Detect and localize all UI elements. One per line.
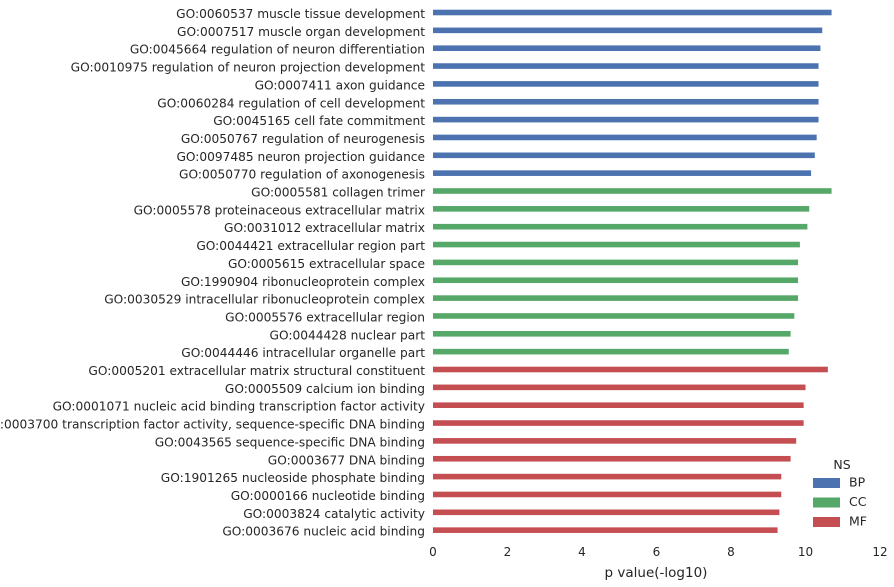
bar-mf	[433, 420, 804, 426]
legend-swatch-bp	[813, 478, 840, 488]
bar-bp	[433, 63, 819, 69]
category-label: GO:0005509 calcium ion binding	[225, 382, 425, 396]
x-tick-label: 10	[798, 545, 813, 559]
category-label: GO:0044428 nuclear part	[270, 328, 426, 342]
x-tick-label: 6	[653, 545, 661, 559]
x-tick-label: 0	[429, 545, 437, 559]
bar-cc	[433, 188, 832, 194]
category-label: GO:0005578 proteinaceous extracellular m…	[134, 203, 425, 217]
bar-cc	[433, 223, 808, 230]
category-label: GO:0005201 extracellular matrix structur…	[88, 364, 425, 378]
bar-mf	[433, 473, 782, 480]
legend: NS BP CC MF	[813, 457, 867, 529]
bar-mf	[433, 491, 782, 498]
category-label: GO:0060537 muscle tissue development	[176, 7, 425, 21]
bar-bp	[433, 134, 817, 141]
category-label: GO:0001071 nucleic acid binding transcri…	[53, 400, 425, 414]
category-label: GO:0060284 regulation of cell developmen…	[157, 96, 425, 110]
x-tick-label: 12	[872, 545, 887, 559]
bars-layer	[433, 9, 832, 533]
bar-cc	[433, 348, 789, 355]
category-label: GO:0031012 extracellular matrix	[224, 221, 425, 235]
legend-swatch-mf	[813, 517, 840, 527]
category-label: GO:0005615 extracellular space	[228, 257, 425, 271]
bar-bp	[433, 27, 823, 34]
legend-label-cc: CC	[849, 494, 867, 509]
category-label: GO:1990904 ribonucleoprotein complex	[181, 275, 425, 289]
bar-bp	[433, 116, 819, 123]
category-label: GO:0097485 neuron projection guidance	[176, 150, 425, 164]
bar-bp	[433, 45, 821, 51]
bar-bp	[433, 81, 819, 87]
category-label: GO:0007411 axon guidance	[255, 78, 425, 92]
category-label: GO:0003677 DNA binding	[268, 453, 425, 467]
category-label: GO:0003676 nucleic acid binding	[222, 525, 425, 539]
category-label: GO:0003824 catalytic activity	[243, 507, 425, 521]
bar-bp	[433, 152, 815, 159]
category-labels: GO:0060537 muscle tissue development GO:0…	[0, 7, 426, 539]
category-label: GO:0030529 intracellular ribonucleoprote…	[104, 293, 425, 307]
bar-mf	[433, 509, 780, 516]
category-label: GO:0044446 intracellular organelle part	[181, 346, 425, 360]
legend-swatch-cc	[813, 497, 840, 508]
category-label: GO:1901265 nucleoside phosphate binding	[161, 471, 425, 485]
bar-bp	[433, 170, 812, 176]
legend-title: NS	[833, 457, 850, 472]
category-label: GO:0045165 cell fate commitment	[213, 114, 425, 128]
legend-label-mf: MF	[849, 514, 867, 529]
bar-cc	[433, 277, 799, 284]
category-label: GO:0000166 nucleotide binding	[231, 489, 425, 503]
legend-label-bp: BP	[849, 475, 866, 490]
x-tick-label: 4	[578, 545, 586, 559]
category-label: GO:0005581 collagen trimer	[251, 186, 426, 200]
category-label: GO:0010975 regulation of neuron projecti…	[71, 61, 426, 75]
bar-mf	[433, 527, 778, 533]
x-axis: 0 2 4 6 8 10 12	[429, 545, 887, 559]
bar-cc	[433, 206, 810, 212]
category-label: GO:0007517 muscle organ development	[177, 25, 425, 39]
category-label: GO:0045664 regulation of neuron differen…	[130, 43, 425, 57]
category-label: GO:0043565 sequence-specific DNA binding	[155, 435, 425, 449]
bar-mf	[433, 438, 797, 444]
x-tick-label: 2	[504, 545, 512, 559]
bar-cc	[433, 241, 800, 248]
category-label: GO:0003700 transcription factor activity…	[0, 418, 425, 432]
bar-mf	[433, 384, 806, 391]
category-label: GO:0005576 extracellular region	[225, 310, 425, 324]
bar-cc	[433, 259, 799, 266]
category-label: GO:0050770 regulation of axonogenesis	[179, 168, 425, 182]
category-label: GO:0044421 extracellular region part	[196, 239, 425, 253]
bar-mf	[433, 366, 828, 373]
bar-bp	[433, 9, 832, 16]
bar-mf	[433, 455, 791, 462]
bar-cc	[433, 295, 799, 301]
bar-cc	[433, 313, 795, 319]
x-axis-title: p value(-log10)	[605, 565, 708, 581]
bar-bp	[433, 98, 819, 105]
bar-cc	[433, 331, 791, 337]
x-tick-label: 8	[727, 545, 735, 559]
category-label: GO:0050767 regulation of neurogenesis	[181, 132, 425, 146]
bar-mf	[433, 402, 804, 408]
